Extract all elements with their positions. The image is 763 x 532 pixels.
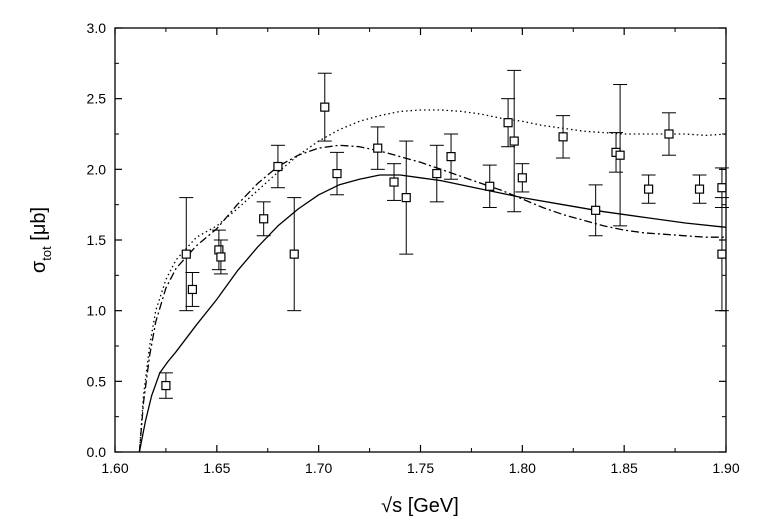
data-point [556, 115, 571, 159]
data-point [317, 72, 332, 142]
y-axis-label-unit: [μb] [28, 207, 50, 246]
data-point [256, 201, 271, 237]
data-marker [187, 284, 197, 295]
data-marker [216, 252, 226, 262]
curve-dash-dot [138, 144, 726, 453]
y-axis-label: σtot [μb] [28, 207, 54, 273]
svg-text:σtot [μb]: σtot [μb] [28, 207, 54, 273]
data-marker [161, 380, 171, 391]
x-tick-label: 1.90 [712, 460, 739, 476]
y-axis-label-base: σ [28, 260, 50, 273]
data-point [179, 197, 194, 312]
ticks-layer: 1.60 1.65 1.70 1.75 1.80 1.85 1.90 0.0 0.5 1.0 1.5… [87, 20, 740, 476]
data-marker [401, 193, 411, 203]
data-marker [273, 161, 283, 172]
data-point [370, 126, 385, 170]
curve-solid [138, 174, 727, 453]
data-point [213, 239, 228, 275]
data-point [429, 144, 444, 203]
data-marker [517, 173, 527, 183]
data-marker [446, 152, 456, 162]
data-point [387, 163, 402, 201]
data-marker [717, 249, 727, 259]
x-tick-label: 1.65 [203, 460, 230, 476]
data-marker [320, 102, 330, 112]
y-tick-label: 2.0 [87, 161, 107, 177]
data-point [158, 372, 173, 399]
data-marker [373, 143, 383, 153]
data-point [501, 98, 516, 148]
y-tick-label: 1.0 [87, 303, 107, 319]
data-marker [558, 132, 568, 142]
y-axis-label-sub: tot [39, 246, 54, 261]
data-point [692, 174, 707, 204]
x-tick-label: 1.85 [611, 460, 638, 476]
plot-frame [114, 27, 727, 453]
data-point [588, 184, 603, 237]
data-marker [615, 150, 625, 160]
x-axis-label: √s [GeV] [381, 495, 459, 517]
y-tick-label: 3.0 [87, 20, 107, 36]
y-tick-label: 0.0 [87, 444, 107, 460]
y-tick-label: 0.5 [87, 373, 107, 389]
data-point [661, 112, 676, 156]
data-marker [389, 177, 399, 187]
data-marker [503, 118, 513, 128]
curve-dotted [138, 109, 727, 453]
data-point [329, 151, 344, 196]
data-point [714, 197, 729, 312]
x-tick-label: 1.75 [407, 460, 434, 476]
data-marker [664, 129, 674, 139]
data-marker [332, 168, 342, 179]
data-marker [432, 168, 442, 179]
data-point [444, 133, 459, 180]
data-point [185, 272, 200, 307]
data-marker [485, 181, 495, 191]
data-point [270, 144, 285, 189]
data-point [515, 163, 530, 193]
y-tick-label: 1.5 [87, 232, 107, 248]
x-tick-label: 1.60 [101, 460, 128, 476]
data-point [507, 69, 522, 213]
data-marker [181, 249, 191, 259]
data-point [287, 197, 302, 312]
points-layer [158, 69, 729, 399]
data-marker [644, 184, 654, 194]
data-point [482, 164, 497, 208]
data-marker [591, 205, 601, 215]
x-tick-label: 1.80 [509, 460, 536, 476]
data-point [211, 229, 226, 271]
data-point [641, 174, 656, 204]
data-marker [717, 183, 727, 193]
data-point [613, 84, 628, 227]
data-marker [509, 136, 519, 146]
data-marker [694, 184, 705, 194]
curves-layer [138, 109, 727, 453]
data-marker [259, 214, 269, 224]
data-marker [289, 249, 299, 259]
x-tick-label: 1.70 [305, 460, 332, 476]
data-point [399, 140, 414, 255]
y-tick-label: 2.5 [87, 91, 107, 107]
